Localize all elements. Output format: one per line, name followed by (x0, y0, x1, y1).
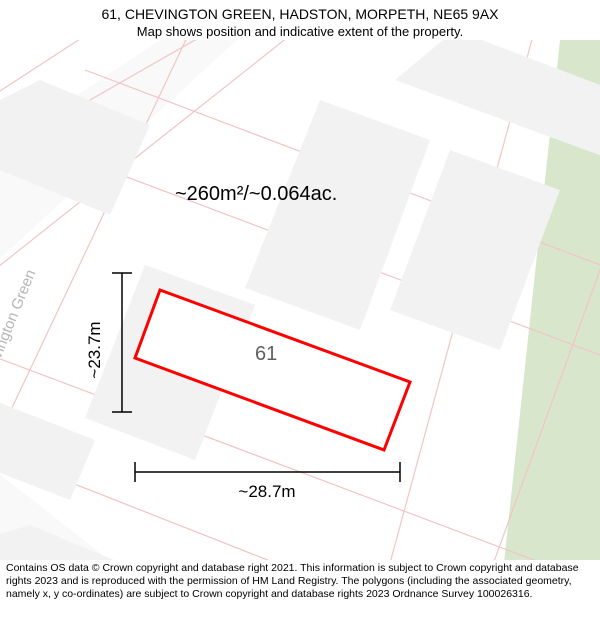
buildings-group (0, 40, 600, 560)
map-canvas: Chevington Green ~260m²/~0.064ac. 61 ~23… (0, 40, 600, 560)
map-svg: Chevington Green ~260m²/~0.064ac. 61 ~23… (0, 40, 600, 560)
area-label: ~260m²/~0.064ac. (175, 183, 337, 205)
street-label: Chevington Green (0, 267, 39, 386)
copyright-footer: Contains OS data © Crown copyright and d… (0, 560, 600, 605)
address-title: 61, CHEVINGTON GREEN, HADSTON, MORPETH, … (0, 6, 600, 24)
map-subtitle: Map shows position and indicative extent… (0, 24, 600, 40)
width-dimension (135, 462, 400, 482)
width-label: ~28.7m (238, 482, 295, 501)
property-number: 61 (255, 343, 277, 365)
height-label: ~23.7m (85, 321, 104, 378)
building (0, 395, 95, 500)
header: 61, CHEVINGTON GREEN, HADSTON, MORPETH, … (0, 0, 600, 40)
